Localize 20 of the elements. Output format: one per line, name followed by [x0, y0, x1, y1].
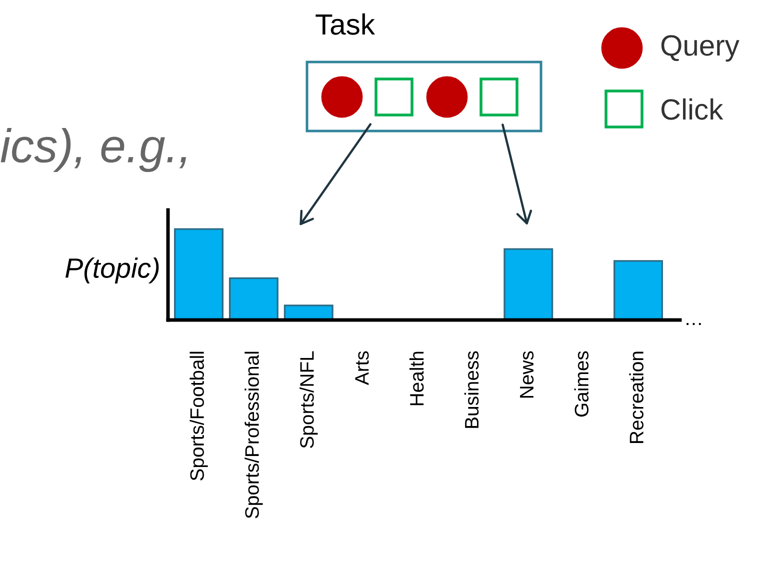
- bar: [614, 260, 663, 320]
- x-tick-label: Business: [464, 351, 479, 428]
- text: …: [686, 322, 701, 326]
- text: Task: [316, 13, 376, 35]
- bar: [504, 248, 554, 320]
- text: ics), e.g.,: [0, 128, 186, 172]
- x-tick-label: Arts: [355, 351, 369, 386]
- bar: [284, 304, 334, 320]
- x-tick-label: News: [520, 351, 534, 398]
- text: Query: [661, 35, 740, 62]
- x-tick-label: Gaimes: [574, 351, 589, 417]
- x-tick-label: Sports/Football: [190, 352, 208, 480]
- bar: [228, 277, 278, 320]
- text: Click: [661, 98, 724, 120]
- x-tick-label: Recreation: [629, 352, 644, 443]
- x-tick-label: Sports/NFL: [300, 351, 318, 448]
- y-axis-title: P(topic): [65, 258, 159, 284]
- bar: [174, 228, 224, 320]
- x-tick-label: Sports/Professional: [244, 352, 263, 518]
- x-tick-label: Health: [409, 352, 424, 406]
